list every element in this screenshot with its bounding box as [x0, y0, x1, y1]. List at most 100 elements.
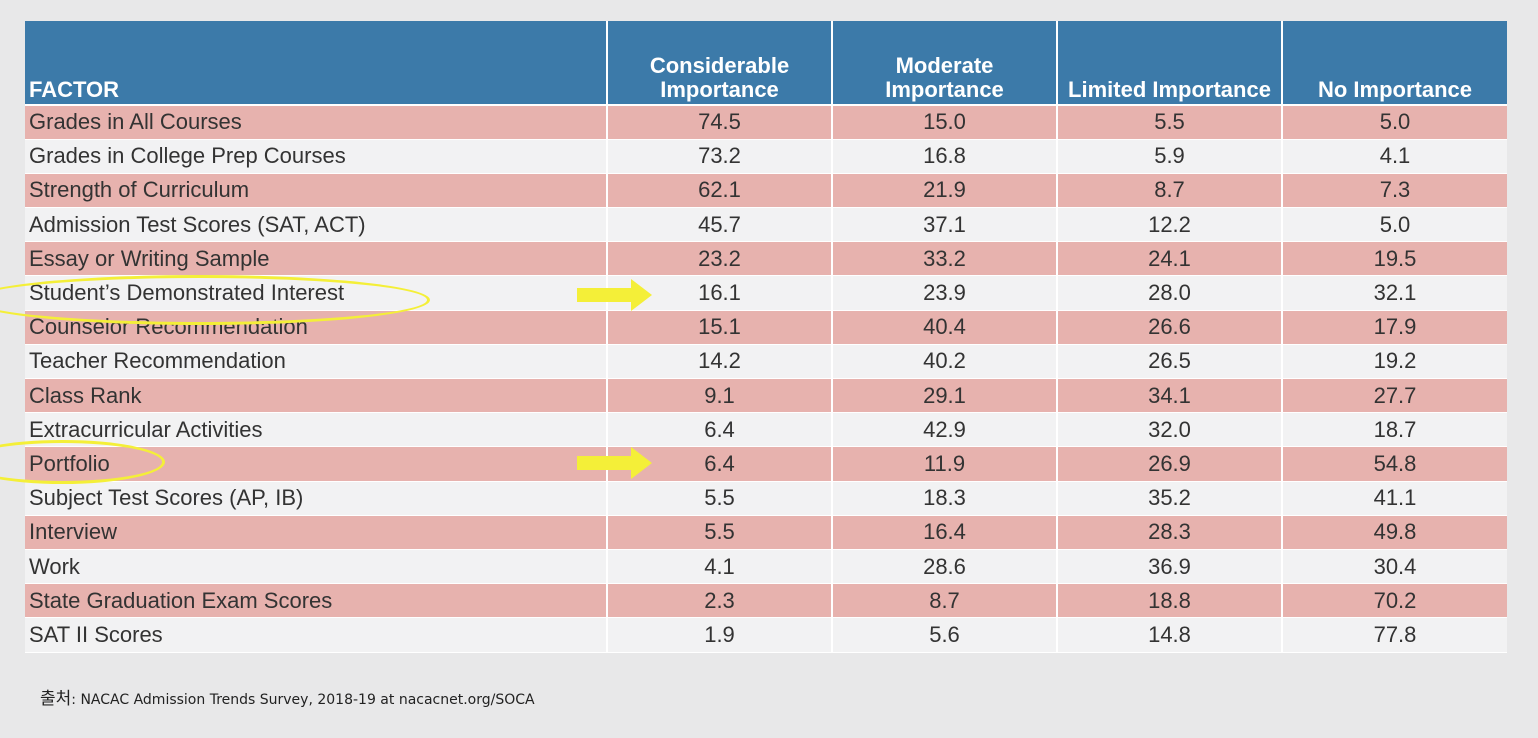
value-cell-moderate-importance: 23.9 [831, 275, 1057, 311]
value-cell-considerable-importance: 45.7 [606, 207, 832, 243]
table-body: Grades in All Courses 74.5 15.0 5.5 5.0 Grade… [25, 105, 1507, 653]
value-cell-no-importance: 5.0 [1281, 207, 1507, 243]
value-cell-moderate-importance: 8.7 [831, 583, 1057, 619]
table-row: Portfolio 6.4 11.9 26.9 54.8 [25, 446, 1507, 482]
value-cell-considerable-importance: 15.1 [606, 310, 832, 345]
table-row: Essay or Writing Sample 23.2 33.2 24.1 19.5 [25, 241, 1507, 277]
factor-cell: Interview [25, 515, 607, 550]
factor-cell: Portfolio [25, 446, 607, 482]
factor-cell: Class Rank [25, 378, 607, 414]
value-cell-moderate-importance: 16.8 [831, 139, 1057, 174]
value-cell-considerable-importance: 16.1 [606, 275, 832, 311]
header-factor: FACTOR [25, 21, 607, 106]
table-row: Grades in All Courses 74.5 15.0 5.5 5.0 [25, 105, 1507, 140]
value-cell-considerable-importance: 6.4 [606, 412, 832, 448]
factor-cell: Student’s Demonstrated Interest [25, 275, 607, 311]
value-cell-limited-importance: 28.3 [1056, 515, 1282, 550]
table-row: Teacher Recommendation 14.2 40.2 26.5 19.2 [25, 344, 1507, 380]
value-cell-limited-importance: 32.0 [1056, 412, 1282, 448]
value-cell-no-importance: 41.1 [1281, 481, 1507, 516]
value-cell-moderate-importance: 40.4 [831, 310, 1057, 345]
value-cell-no-importance: 19.2 [1281, 344, 1507, 380]
value-cell-moderate-importance: 33.2 [831, 241, 1057, 277]
value-cell-limited-importance: 14.8 [1056, 617, 1282, 653]
value-cell-considerable-importance: 6.4 [606, 446, 832, 482]
value-cell-considerable-importance: 5.5 [606, 481, 832, 516]
table-row: State Graduation Exam Scores 2.3 8.7 18.8 70… [25, 583, 1507, 619]
factor-cell: Teacher Recommendation [25, 344, 607, 380]
source-text: NACAC Admission Trends Survey, 2018-19 a… [80, 692, 535, 708]
value-cell-moderate-importance: 28.6 [831, 549, 1057, 585]
table-row: Counselor Recommendation 15.1 40.4 26.6 17.9 [25, 310, 1507, 345]
table-header-row: FACTOR Considerable Importance Moderate … [25, 21, 1507, 106]
factor-cell: Essay or Writing Sample [25, 241, 607, 277]
factor-cell: Extracurricular Activities [25, 412, 607, 448]
table-row: Grades in College Prep Courses 73.2 16.8 5.… [25, 139, 1507, 174]
source-label: 출처 [40, 689, 72, 709]
table-row: Admission Test Scores (SAT, ACT) 45.7 37.1… [25, 207, 1507, 243]
value-cell-moderate-importance: 37.1 [831, 207, 1057, 243]
value-cell-no-importance: 19.5 [1281, 241, 1507, 277]
factor-cell: Grades in All Courses [25, 105, 607, 140]
value-cell-limited-importance: 34.1 [1056, 378, 1282, 414]
value-cell-no-importance: 7.3 [1281, 173, 1507, 209]
value-cell-considerable-importance: 2.3 [606, 583, 832, 619]
value-cell-moderate-importance: 11.9 [831, 446, 1057, 482]
source-separator: : [71, 692, 81, 708]
value-cell-no-importance: 77.8 [1281, 617, 1507, 653]
value-cell-considerable-importance: 73.2 [606, 139, 832, 174]
value-cell-considerable-importance: 23.2 [606, 241, 832, 277]
value-cell-considerable-importance: 4.1 [606, 549, 832, 585]
value-cell-limited-importance: 26.9 [1056, 446, 1282, 482]
table-row: Student’s Demonstrated Interest 16.1 23.9 2… [25, 275, 1507, 311]
table-row: Strength of Curriculum 62.1 21.9 8.7 7.3 [25, 173, 1507, 209]
source-note: 출처: NACAC Admission Trends Survey, 2018-… [40, 684, 535, 709]
value-cell-considerable-importance: 74.5 [606, 105, 832, 140]
factor-cell: Counselor Recommendation [25, 310, 607, 345]
value-cell-no-importance: 70.2 [1281, 583, 1507, 619]
table-row: Extracurricular Activities 6.4 42.9 32.0 18.… [25, 412, 1507, 448]
importance-table-container: FACTOR Considerable Importance Moderate … [25, 21, 1507, 653]
table-row: SAT II Scores 1.9 5.6 14.8 77.8 [25, 617, 1507, 653]
table-row: Subject Test Scores (AP, IB) 5.5 18.3 35.2 4… [25, 481, 1507, 516]
value-cell-limited-importance: 18.8 [1056, 583, 1282, 619]
value-cell-no-importance: 17.9 [1281, 310, 1507, 345]
value-cell-no-importance: 49.8 [1281, 515, 1507, 550]
value-cell-no-importance: 5.0 [1281, 105, 1507, 140]
value-cell-considerable-importance: 14.2 [606, 344, 832, 380]
value-cell-no-importance: 18.7 [1281, 412, 1507, 448]
value-cell-no-importance: 30.4 [1281, 549, 1507, 585]
factor-cell: Strength of Curriculum [25, 173, 607, 209]
value-cell-limited-importance: 26.5 [1056, 344, 1282, 380]
header-moderate-importance: Moderate Importance [831, 21, 1057, 106]
value-cell-moderate-importance: 29.1 [831, 378, 1057, 414]
value-cell-moderate-importance: 5.6 [831, 617, 1057, 653]
factor-cell: State Graduation Exam Scores [25, 583, 607, 619]
value-cell-limited-importance: 5.5 [1056, 105, 1282, 140]
value-cell-moderate-importance: 18.3 [831, 481, 1057, 516]
factor-cell: Work [25, 549, 607, 585]
value-cell-no-importance: 27.7 [1281, 378, 1507, 414]
value-cell-limited-importance: 26.6 [1056, 310, 1282, 345]
value-cell-considerable-importance: 1.9 [606, 617, 832, 653]
value-cell-limited-importance: 28.0 [1056, 275, 1282, 311]
table-row: Class Rank 9.1 29.1 34.1 27.7 [25, 378, 1507, 414]
header-considerable-importance: Considerable Importance [606, 21, 832, 106]
value-cell-limited-importance: 12.2 [1056, 207, 1282, 243]
value-cell-limited-importance: 5.9 [1056, 139, 1282, 174]
value-cell-no-importance: 32.1 [1281, 275, 1507, 311]
value-cell-limited-importance: 35.2 [1056, 481, 1282, 516]
factor-cell: Grades in College Prep Courses [25, 139, 607, 174]
factor-cell: Admission Test Scores (SAT, ACT) [25, 207, 607, 243]
value-cell-moderate-importance: 40.2 [831, 344, 1057, 380]
value-cell-limited-importance: 8.7 [1056, 173, 1282, 209]
value-cell-no-importance: 4.1 [1281, 139, 1507, 174]
factor-cell: SAT II Scores [25, 617, 607, 653]
table-row: Work 4.1 28.6 36.9 30.4 [25, 549, 1507, 585]
value-cell-moderate-importance: 21.9 [831, 173, 1057, 209]
header-no-importance: No Importance [1281, 21, 1507, 106]
value-cell-no-importance: 54.8 [1281, 446, 1507, 482]
value-cell-considerable-importance: 62.1 [606, 173, 832, 209]
value-cell-limited-importance: 36.9 [1056, 549, 1282, 585]
value-cell-moderate-importance: 15.0 [831, 105, 1057, 140]
